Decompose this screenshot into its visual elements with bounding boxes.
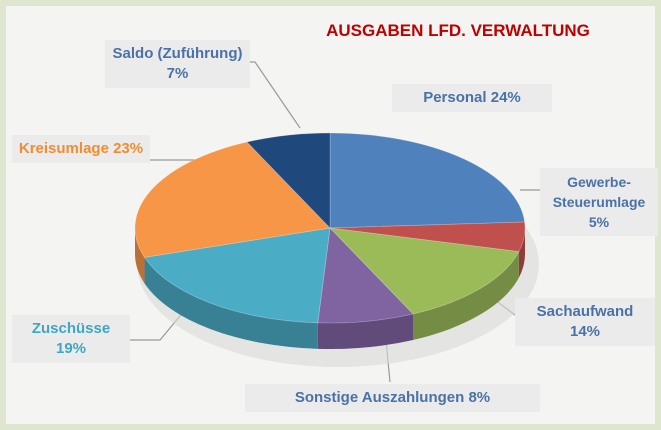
pie-slice	[329, 221, 526, 253]
data-label: Gewerbe-Steuerumlage 5%	[540, 168, 658, 236]
pie-slice-side	[135, 228, 145, 284]
data-label: Zuschüsse 19%	[12, 315, 130, 363]
label-value: 23%	[113, 140, 144, 157]
pie-slice-side	[413, 251, 519, 340]
label-category: Saldo (Zuführung)	[112, 45, 243, 62]
pie-slice	[329, 132, 526, 229]
label-category: Kreisumlage	[18, 140, 109, 157]
label-category: Gewerbe-Steuerumlage	[552, 174, 646, 210]
pie-slice-side	[144, 257, 318, 349]
pie-slice-side	[518, 228, 526, 278]
label-value: 8%	[468, 389, 491, 406]
label-category: Sonstige Auszahlungen	[294, 389, 465, 406]
pie-slice	[317, 227, 414, 324]
label-category: Sachaufwand	[536, 303, 634, 320]
label-value: 24%	[490, 89, 521, 106]
label-category: Zuschüsse	[31, 320, 111, 337]
chart-title: AUSGABEN LFD. VERWALTUNG	[326, 21, 590, 40]
data-label: Sonstige Auszahlungen 8%	[245, 384, 540, 412]
pie-slice	[328, 227, 520, 315]
data-label: Saldo (Zuführung) 7%	[105, 40, 250, 88]
data-label: Sachaufwand 14%	[515, 298, 655, 346]
label-value: 7%	[166, 65, 189, 82]
label-value: 5%	[588, 214, 610, 230]
pie-slice-side	[317, 313, 414, 349]
pie-slice	[134, 141, 331, 258]
pie-slice	[246, 132, 331, 229]
pie-slice	[143, 227, 331, 324]
label-value: 19%	[55, 340, 87, 357]
label-value: 14%	[569, 323, 601, 340]
data-label: Kreisumlage 23%	[12, 135, 150, 163]
data-label: Personal 24%	[392, 84, 552, 112]
label-category: Personal	[423, 89, 487, 106]
